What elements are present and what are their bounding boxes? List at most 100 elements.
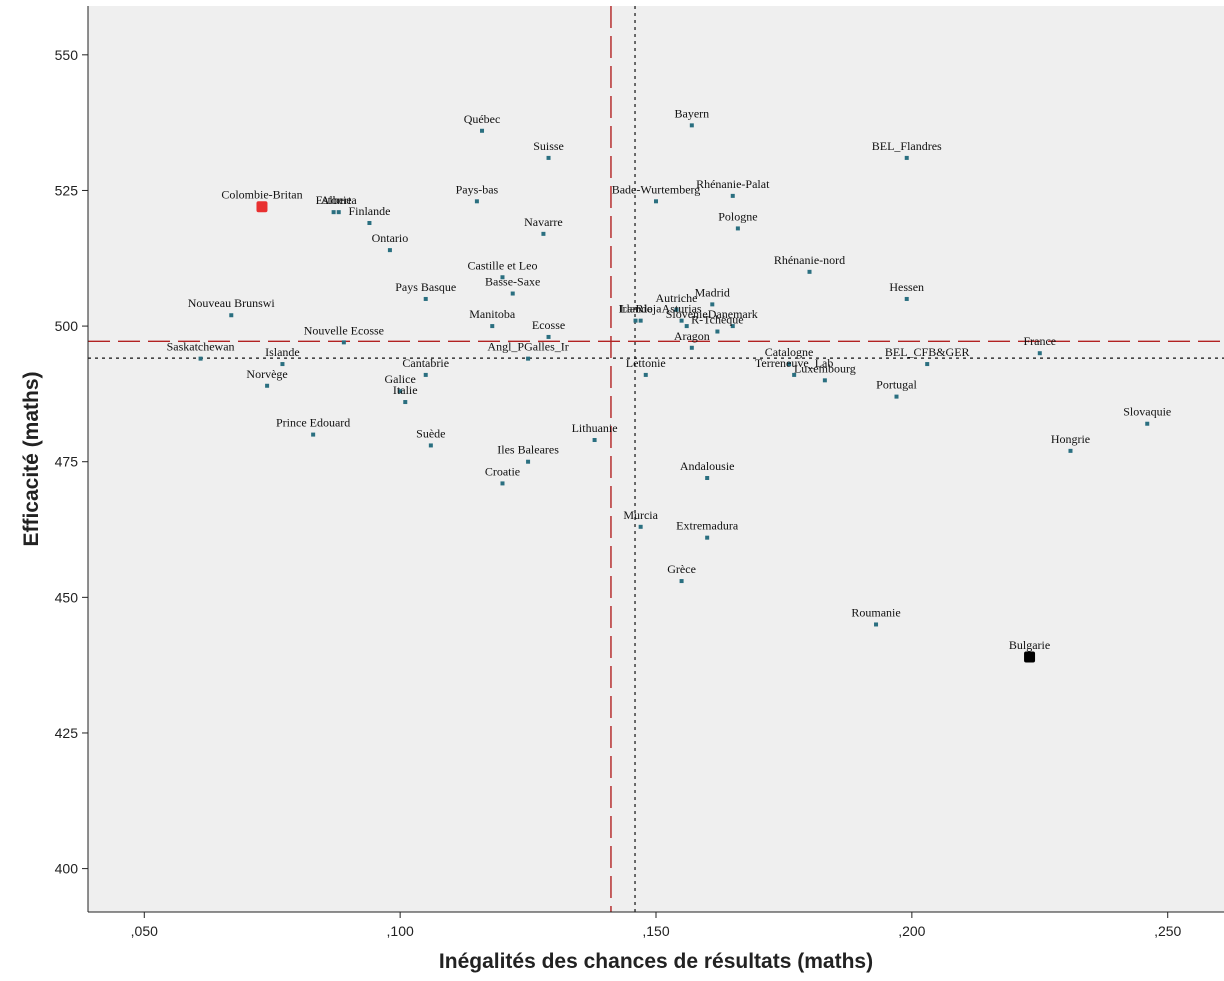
- data-point: [807, 269, 812, 274]
- point-label: Castille et Leo: [467, 258, 537, 272]
- data-point: [311, 432, 316, 437]
- point-label: Iles Baleares: [497, 443, 559, 457]
- point-label: Croatie: [485, 464, 520, 478]
- point-label: Norvège: [246, 367, 287, 381]
- data-point: [280, 362, 285, 367]
- point-label: Asturias: [662, 302, 702, 316]
- data-point: [787, 362, 792, 367]
- data-point: [715, 329, 720, 334]
- data-point: [689, 123, 694, 128]
- data-point: [904, 296, 909, 301]
- point-label: Rhénanie-nord: [774, 253, 845, 267]
- data-point: [904, 155, 909, 160]
- point-label: Grèce: [667, 562, 696, 576]
- point-label: Navarre: [524, 215, 563, 229]
- point-label: Madrid: [695, 285, 730, 299]
- data-point: [1145, 421, 1150, 426]
- data-point: [367, 221, 372, 226]
- y-tick-label: 425: [55, 725, 79, 741]
- point-label: Slovaquie: [1123, 405, 1171, 419]
- data-point: [229, 313, 234, 318]
- data-point: [689, 345, 694, 350]
- data-point: [638, 318, 643, 323]
- point-label: Estonie: [316, 193, 352, 207]
- data-point: [331, 210, 336, 215]
- data-point: [336, 210, 341, 215]
- x-tick-label: ,100: [387, 923, 414, 939]
- point-label: Irlande: [619, 302, 653, 316]
- x-tick-label: ,150: [642, 923, 669, 939]
- point-label: Catalogne: [765, 345, 814, 359]
- point-label: Bade-Wurtemberg: [612, 182, 701, 196]
- point-label: Hessen: [889, 280, 924, 294]
- point-label: Ontario: [372, 231, 409, 245]
- y-axis-ticks: 400 425 450 475 500 525 550: [55, 47, 88, 877]
- data-point: [735, 226, 740, 231]
- point-label: Andalousie: [680, 459, 735, 473]
- data-point: [546, 334, 551, 339]
- data-point: [541, 231, 546, 236]
- data-point: [546, 155, 551, 160]
- point-label: France: [1023, 334, 1056, 348]
- reference-lines: [88, 6, 1224, 912]
- y-tick-label: 550: [55, 47, 79, 63]
- data-point: [592, 438, 597, 443]
- data-points: [198, 123, 1150, 663]
- point-label: Danemark: [708, 307, 758, 321]
- point-label: Italie: [393, 383, 418, 397]
- point-label: Manitoba: [469, 307, 516, 321]
- point-label: Aragon: [674, 329, 710, 343]
- point-label: Lettonie: [626, 356, 666, 370]
- x-tick-label: ,050: [131, 923, 158, 939]
- point-label: Angl_PGalles_Ir: [487, 340, 568, 354]
- point-label: Terreneuve_Lab: [755, 356, 833, 370]
- point-label: Colombie-Britan: [221, 188, 302, 202]
- point-label: Nouvelle Ecosse: [304, 323, 384, 337]
- data-point: [822, 378, 827, 383]
- point-labels: Québec Suisse Bayern BEL_Flandres Colombie-B…: [167, 106, 1172, 652]
- point-label: Cantabrie: [402, 356, 449, 370]
- data-point: [1068, 448, 1073, 453]
- point-label: Slovenie: [666, 307, 708, 321]
- point-label: Murcia: [623, 508, 658, 522]
- data-point: [925, 362, 930, 367]
- data-point: [643, 372, 648, 377]
- y-axis-title: Efficacité (maths): [20, 371, 43, 546]
- data-point: [710, 302, 715, 307]
- point-label: Québec: [464, 112, 501, 126]
- point-label: Autriche: [655, 291, 697, 305]
- data-point: [674, 307, 679, 312]
- point-label: BEL_Flandres: [872, 139, 942, 153]
- data-point: [874, 622, 879, 627]
- point-label: Finlande: [348, 204, 390, 218]
- y-tick-label: 450: [55, 589, 79, 605]
- x-tick-label: ,250: [1154, 923, 1181, 939]
- point-label: R-Tchèque: [691, 313, 743, 327]
- point-label: Roumanie: [851, 605, 900, 619]
- point-label: Pays Basque: [395, 280, 456, 294]
- point-label: Portugal: [876, 378, 917, 392]
- data-point: [730, 193, 735, 198]
- x-axis-ticks: ,050 ,100 ,150 ,200 ,250: [131, 912, 1182, 939]
- data-point: [510, 291, 515, 296]
- plot-area: [88, 6, 1224, 912]
- point-label: Nouveau Brunswi: [188, 296, 276, 310]
- point-label: Extremadura: [676, 519, 739, 533]
- point-label: Prince Edouard: [276, 416, 350, 430]
- data-point: [1024, 651, 1036, 663]
- point-label: Suède: [416, 426, 445, 440]
- y-tick-label: 525: [55, 182, 79, 198]
- data-point: [638, 524, 643, 529]
- point-label: Lithuanie: [572, 421, 618, 435]
- data-point: [423, 372, 428, 377]
- y-tick-label: 400: [55, 861, 79, 877]
- point-label: La Rioja: [620, 302, 662, 316]
- data-point: [679, 318, 684, 323]
- data-point: [403, 400, 408, 405]
- point-label: Bayern: [674, 106, 709, 120]
- data-point: [1037, 351, 1042, 356]
- point-label: Galice: [384, 372, 415, 386]
- data-point: [198, 356, 203, 361]
- data-point: [480, 128, 485, 133]
